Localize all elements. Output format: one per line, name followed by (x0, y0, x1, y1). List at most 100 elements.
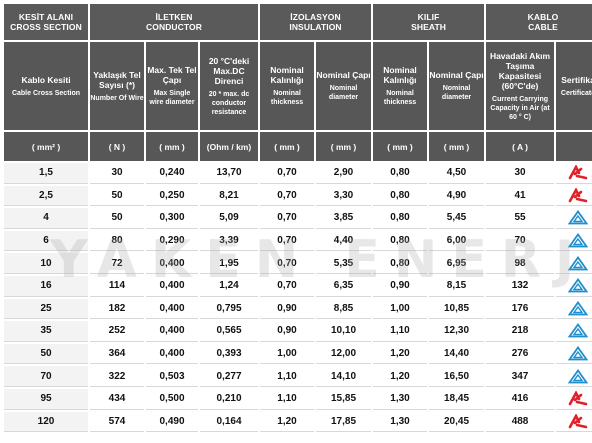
col-header-en: Current Carrying Capacity in Air (at 60 … (490, 95, 550, 121)
col-header: Nominal Çapı Nominal diameter (316, 42, 372, 130)
table-cell: 5,45 (429, 208, 485, 229)
table-cell: 0,565 (200, 321, 259, 342)
table-cell: 1,20 (260, 411, 315, 433)
table-cell: 10 (4, 253, 88, 274)
table-cell: 12,00 (316, 343, 372, 365)
table-cell: 364 (90, 343, 144, 365)
unit-cell: ( mm ) (373, 132, 428, 161)
table-cell: 0,80 (373, 208, 428, 229)
group-cross-section-en: CROSS SECTION (10, 22, 82, 32)
table-row: 2,5 50 0,250 8,21 0,70 3,30 0,80 4,90 41 (4, 185, 592, 207)
table-cell: 2,5 (4, 185, 88, 207)
unit-cell: ( mm ) (429, 132, 485, 161)
table-cell: 6,35 (316, 275, 372, 297)
group-conductor-tr: İLETKEN (155, 12, 193, 22)
table-cell: 3,85 (316, 208, 372, 229)
table-cell: 347 (486, 366, 555, 387)
table-cell: 4,50 (429, 163, 485, 184)
col-header: Nominal Çapı Nominal diameter (429, 42, 485, 130)
unit-row: ( mm² ) ( N ) ( mm ) (Ohm / km) ( mm ) (… (4, 132, 592, 161)
unit-cell: ( mm ) (146, 132, 198, 161)
col-header: 20 °C'deki Max.DC Direnci 20 * max. dc co… (200, 42, 259, 130)
group-conductor-en: CONDUCTOR (146, 22, 202, 32)
table-cell: 8,21 (200, 185, 259, 207)
group-sheath-tr: KILIF (417, 12, 440, 22)
table-row: 1,5 30 0,240 13,70 0,70 2,90 0,80 4,50 30 (4, 163, 592, 184)
unit-cell: ( mm ) (260, 132, 315, 161)
table-cell: 0,400 (146, 321, 198, 342)
certificate-cell (556, 411, 592, 433)
table-cell: 50 (90, 185, 144, 207)
table-cell: 0,393 (200, 343, 259, 365)
table-cell: 1,5 (4, 163, 88, 184)
group-sheath: KILIF SHEATH (373, 4, 485, 40)
table-row: 6 80 0,290 3,39 0,70 4,40 0,80 6,00 70 (4, 230, 592, 252)
col-header: Max. Tek Tel Çapı Max Single wire diamete… (146, 42, 198, 130)
table-cell: 182 (90, 298, 144, 320)
table-cell: 55 (486, 208, 555, 229)
table-cell: 16,50 (429, 366, 485, 387)
table-cell: 322 (90, 366, 144, 387)
table-cell: 1,30 (373, 411, 428, 433)
table-row: 16 114 0,400 1,24 0,70 6,35 0,90 8,15 132 (4, 275, 592, 297)
table-cell: 4,40 (316, 230, 372, 252)
table-cell: 10,85 (429, 298, 485, 320)
col-header: Havadaki Akım Taşıma Kapasitesi (60°C'de… (486, 42, 555, 130)
unit-cell: (Ohm / km) (200, 132, 259, 161)
certificate-cell (556, 388, 592, 410)
certificate-cell (556, 185, 592, 207)
table-cell: 0,70 (260, 253, 315, 274)
table-cell: 0,70 (260, 230, 315, 252)
col-header-tr: Yaklaşık Tel Sayısı (*) (93, 69, 141, 90)
table-cell: 6 (4, 230, 88, 252)
table-row: 10 72 0,400 1,95 0,70 5,35 0,80 6,95 98 (4, 253, 592, 274)
table-cell: 25 (4, 298, 88, 320)
table-cell: 0,277 (200, 366, 259, 387)
table-cell: 14,10 (316, 366, 372, 387)
table-cell: 0,500 (146, 388, 198, 410)
table-row: 50 364 0,400 0,393 1,00 12,00 1,20 14,40 276 (4, 343, 592, 365)
table-cell: 4 (4, 208, 88, 229)
table-cell: 1,30 (373, 388, 428, 410)
col-header: Nominal Kalınlığı Nominal thickness (373, 42, 428, 130)
table-cell: 20,45 (429, 411, 485, 433)
table-cell: 0,503 (146, 366, 198, 387)
table-row: 35 252 0,400 0,565 0,90 10,10 1,10 12,30 218 (4, 321, 592, 342)
certificate-cell (556, 298, 592, 320)
table-cell: 0,164 (200, 411, 259, 433)
table-cell: 35 (4, 321, 88, 342)
table-row: 4 50 0,300 5,09 0,70 3,85 0,80 5,45 55 (4, 208, 592, 229)
group-cable: KABLO CABLE (486, 4, 592, 40)
table-row: 25 182 0,400 0,795 0,90 8,85 1,00 10,85 176 (4, 298, 592, 320)
table-cell: 0,290 (146, 230, 198, 252)
table-cell: 6,00 (429, 230, 485, 252)
group-sheath-en: SHEATH (411, 22, 446, 32)
table-cell: 1,20 (373, 343, 428, 365)
col-header-en: Nominal diameter (328, 85, 359, 101)
table-row: 95 434 0,500 0,210 1,10 15,85 1,30 18,45 416 (4, 388, 592, 410)
red-certificate-mark-icon (568, 391, 588, 406)
col-header-tr: Kablo Kesiti (21, 74, 71, 85)
blue-triangle-certificate-icon (568, 323, 589, 338)
table-cell: 0,80 (373, 253, 428, 274)
blue-triangle-certificate-icon (568, 278, 589, 293)
red-certificate-mark-icon (568, 165, 588, 180)
table-cell: 3,30 (316, 185, 372, 207)
col-header-en: Certificate (560, 89, 592, 97)
table-cell: 1,20 (373, 366, 428, 387)
table-cell: 1,00 (373, 298, 428, 320)
table-cell: 276 (486, 343, 555, 365)
table-row: 120 574 0,490 0,164 1,20 17,85 1,30 20,45 488 (4, 411, 592, 433)
table-cell: 218 (486, 321, 555, 342)
group-cable-en: CABLE (528, 22, 558, 32)
table-cell: 1,10 (260, 366, 315, 387)
col-header-en: 20 * max. dc conductor resistance (208, 90, 250, 116)
table-cell: 0,400 (146, 343, 198, 365)
column-header-row: Kablo Kesiti Cable Cross Section Yaklaşık… (4, 42, 592, 130)
table-cell: 2,90 (316, 163, 372, 184)
table-cell: 0,80 (373, 230, 428, 252)
table-cell: 114 (90, 275, 144, 297)
table-cell: 0,90 (260, 321, 315, 342)
table-cell: 1,24 (200, 275, 259, 297)
certificate-cell (556, 230, 592, 252)
